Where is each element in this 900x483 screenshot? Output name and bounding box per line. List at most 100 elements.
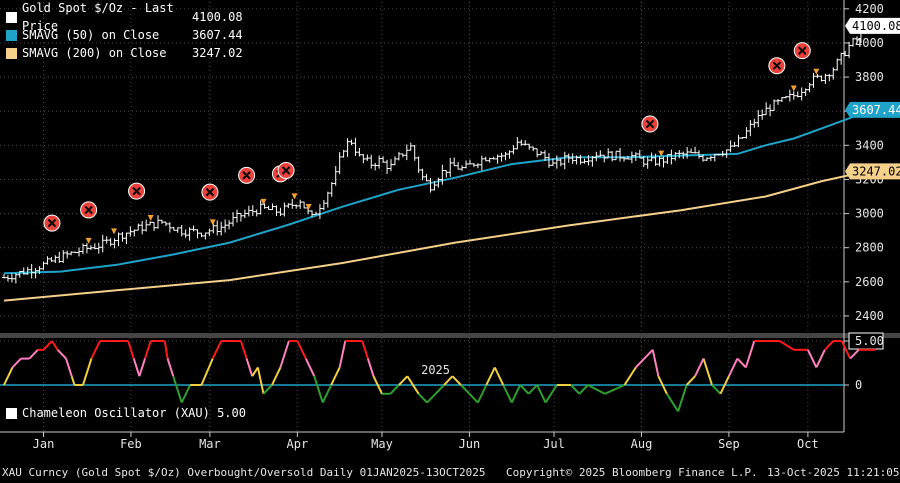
year-label: 2025: [421, 363, 450, 377]
oscillator-segment: [519, 384, 530, 395]
oscillator-segment: [172, 375, 183, 403]
oscillator-segment: [736, 357, 747, 369]
tag-label: 3247.02: [852, 164, 900, 178]
oscillator-segment: [138, 358, 146, 377]
oscillator-segment: [366, 358, 375, 377]
oscillator-segment: [271, 366, 282, 386]
y-tick-label: 3000: [855, 207, 884, 221]
oscillator-segment: [476, 384, 488, 404]
legend-label: Gold Spot $/Oz - Last Price: [22, 1, 174, 33]
y-tick-label: 2400: [855, 309, 884, 323]
oscillator-segment: [815, 349, 826, 368]
x-tick-label: Feb: [120, 437, 142, 451]
legend-entry-sma200: SMAVG (200) on Close 3247.02: [6, 44, 243, 62]
footer-description: XAU Curncy (Gold Spot $/Oz) Overbought/O…: [2, 466, 486, 479]
x-tick-label: Jul: [543, 437, 565, 451]
oscillator-segment: [578, 384, 589, 395]
oscillator-segment: [296, 340, 307, 360]
oscillator-segment: [426, 393, 437, 404]
oscillator-name: Chameleon Oscillator (XAU): [22, 406, 210, 420]
oscillator-segment: [570, 384, 581, 395]
oscillator-segment: [361, 340, 369, 359]
marker-cross: [242, 171, 251, 180]
oscillator-segment: [685, 375, 696, 386]
x-tick-label: Mar: [199, 437, 221, 451]
x-tick-label: Oct: [797, 437, 819, 451]
overbought-arrow-icon: [813, 68, 820, 75]
oscillator-segment: [262, 384, 273, 395]
oscillator-segment: [694, 358, 705, 377]
y-tick-label: 4000: [855, 36, 884, 50]
oscillator-segment: [90, 340, 101, 360]
overbought-marker-icon: [43, 214, 61, 232]
oscillator-segment: [417, 393, 428, 404]
overbought-marker-icon: [793, 42, 811, 60]
price-chart: 2400260028003000320034003600380040004200…: [0, 0, 900, 462]
x-tick-label: Jun: [459, 437, 481, 451]
oscillator-segment: [677, 384, 688, 412]
overbought-arrow-icon: [147, 215, 154, 222]
oscillator-segment: [70, 375, 76, 386]
y-tick-label: 2800: [855, 241, 884, 255]
tag-background: [845, 101, 900, 118]
oscillator-segment: [11, 357, 22, 369]
oscillator-segment: [51, 340, 59, 351]
panel-divider: [0, 333, 900, 338]
overbought-arrow-icon: [790, 85, 797, 92]
legend-entry-sma50: SMAVG (50) on Close 3607.44: [6, 26, 243, 44]
oscillator-segment: [200, 358, 214, 386]
marker-cross: [772, 61, 782, 70]
oscillator-segment: [824, 340, 835, 351]
tag-label: 3607.44: [852, 103, 900, 117]
osc-y-tick-label: 5.00: [855, 334, 884, 348]
marker-cross: [47, 218, 57, 228]
oscillator-segment: [245, 358, 254, 377]
x-tick-label: Apr: [287, 437, 309, 451]
oscillator-segment: [806, 349, 818, 368]
oscillator-segment: [406, 375, 420, 395]
overbought-arrow-icon: [85, 237, 92, 244]
oscillator-segment: [510, 384, 522, 404]
oscillator-segment: [256, 367, 265, 395]
marker-cross: [645, 119, 655, 129]
x-tick-label: Jan: [33, 437, 55, 451]
plot-background: [0, 0, 900, 462]
footer-copyright: Copyright© 2025 Bloomberg Finance L.P.: [506, 466, 758, 479]
oscillator-segment: [468, 393, 479, 404]
oscillator-segment: [651, 349, 660, 377]
oscillator-segment: [82, 358, 93, 386]
y-tick-label: 2600: [855, 275, 884, 289]
legend-entry-price: Gold Spot $/Oz - Last Price 4100.08: [6, 1, 243, 33]
price-bars: [2, 27, 867, 284]
oscillator-segment: [3, 366, 14, 386]
last-value-tag: 4100.08: [845, 17, 900, 34]
marker-cross: [798, 46, 807, 55]
oscillator-segment: [635, 357, 646, 369]
oscillator-segment: [849, 349, 860, 360]
overbought-arrow-icon: [305, 203, 312, 210]
overbought-arrow-icon: [111, 228, 118, 235]
oscillator-legend: Chameleon Oscillator (XAU) 5.00: [6, 406, 246, 420]
chart-footer: XAU Curncy (Gold Spot $/Oz) Overbought/O…: [0, 462, 900, 483]
oscillator-segment: [666, 393, 679, 412]
oscillator-segment: [443, 375, 454, 386]
oscillator-segment: [372, 375, 383, 395]
marker-cross: [132, 186, 141, 196]
oscillator-series: [3, 340, 876, 412]
legend-label: SMAVG (200) on Close: [22, 46, 167, 60]
series-line-sma50: [3, 109, 868, 275]
overbought-marker-icon: [768, 57, 786, 75]
oscillator-segment: [434, 384, 445, 395]
oscillator-segment: [527, 384, 538, 395]
series-line-sma200: [3, 170, 868, 302]
overbought-arrow-icon: [291, 193, 298, 200]
tag-background: [845, 17, 900, 34]
oscillator-segment: [313, 375, 324, 403]
tag-label: 4100.08: [852, 19, 900, 33]
oscillator-segment: [132, 358, 141, 377]
marker-cross: [281, 166, 291, 175]
legend-value: 3247.02: [192, 46, 243, 60]
y-tick-label: 3400: [855, 138, 884, 152]
oscillator-segment: [544, 384, 558, 404]
oscillator-segment: [330, 366, 341, 386]
